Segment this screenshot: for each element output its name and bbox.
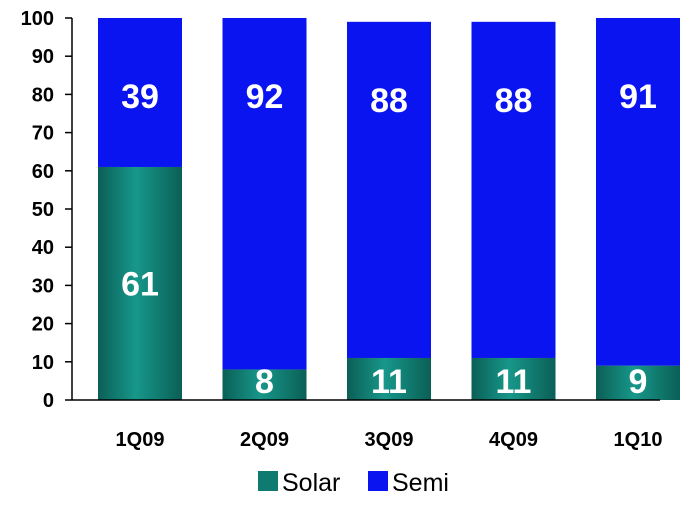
y-tick-label-0: 0 bbox=[43, 390, 54, 412]
data-label-solar-1q10: 9 bbox=[629, 363, 648, 401]
bars-layer bbox=[98, 18, 680, 400]
x-axis-categories: 1Q09 2Q09 3Q09 4Q09 1Q10 bbox=[116, 429, 663, 451]
y-tick-label-30: 30 bbox=[32, 275, 54, 297]
legend-swatch-semi bbox=[368, 471, 388, 491]
y-tick-label-40: 40 bbox=[32, 237, 54, 259]
bar-semi-1q09 bbox=[98, 18, 182, 167]
legend-swatch-solar bbox=[258, 471, 278, 491]
bar-solar-3q09 bbox=[347, 357, 431, 400]
data-label-semi-1q10: 91 bbox=[619, 78, 657, 116]
y-tick-label-70: 70 bbox=[32, 123, 54, 145]
data-label-semi-2q09: 92 bbox=[246, 78, 284, 116]
bar-solar-1q10 bbox=[596, 365, 680, 400]
data-label-solar-4q09: 11 bbox=[496, 363, 532, 401]
y-tick-label-80: 80 bbox=[32, 84, 54, 106]
bar-solar-1q09 bbox=[98, 166, 182, 400]
bar-semi-2q09 bbox=[222, 18, 307, 370]
category-label-1q10: 1Q10 bbox=[614, 429, 663, 451]
y-tick-label-50: 50 bbox=[32, 199, 54, 221]
data-labels-layer: 61 39 8 92 11 88 11 88 9 91 bbox=[121, 78, 657, 401]
bar-semi-3q09 bbox=[347, 21, 431, 358]
category-label-1q09: 1Q09 bbox=[116, 429, 165, 451]
y-tick-label-20: 20 bbox=[32, 314, 54, 336]
legend-label-semi: Semi bbox=[392, 469, 449, 497]
data-label-semi-3q09: 88 bbox=[370, 82, 408, 120]
legend-label-solar: Solar bbox=[282, 469, 340, 497]
y-tick-label-100: 100 bbox=[21, 8, 54, 30]
data-label-solar-1q09: 61 bbox=[121, 265, 159, 303]
data-label-semi-4q09: 88 bbox=[495, 82, 533, 120]
data-label-solar-2q09: 8 bbox=[255, 363, 274, 401]
category-label-3q09: 3Q09 bbox=[365, 429, 414, 451]
category-label-4q09: 4Q09 bbox=[489, 429, 538, 451]
category-label-2q09: 2Q09 bbox=[240, 429, 289, 451]
y-tick-label-90: 90 bbox=[32, 46, 54, 68]
bar-semi-1q10 bbox=[596, 18, 680, 366]
data-label-solar-3q09: 11 bbox=[371, 363, 407, 401]
bar-semi-4q09 bbox=[471, 21, 556, 358]
bar-solar-2q09 bbox=[222, 369, 307, 400]
data-label-semi-1q09: 39 bbox=[121, 78, 159, 116]
bar-solar-4q09 bbox=[471, 357, 556, 400]
legend: Solar Semi bbox=[258, 469, 449, 497]
y-axis: 0 10 20 30 40 50 60 70 80 90 100 bbox=[21, 8, 660, 412]
y-tick-label-60: 60 bbox=[32, 161, 54, 183]
y-tick-label-10: 10 bbox=[32, 352, 54, 374]
